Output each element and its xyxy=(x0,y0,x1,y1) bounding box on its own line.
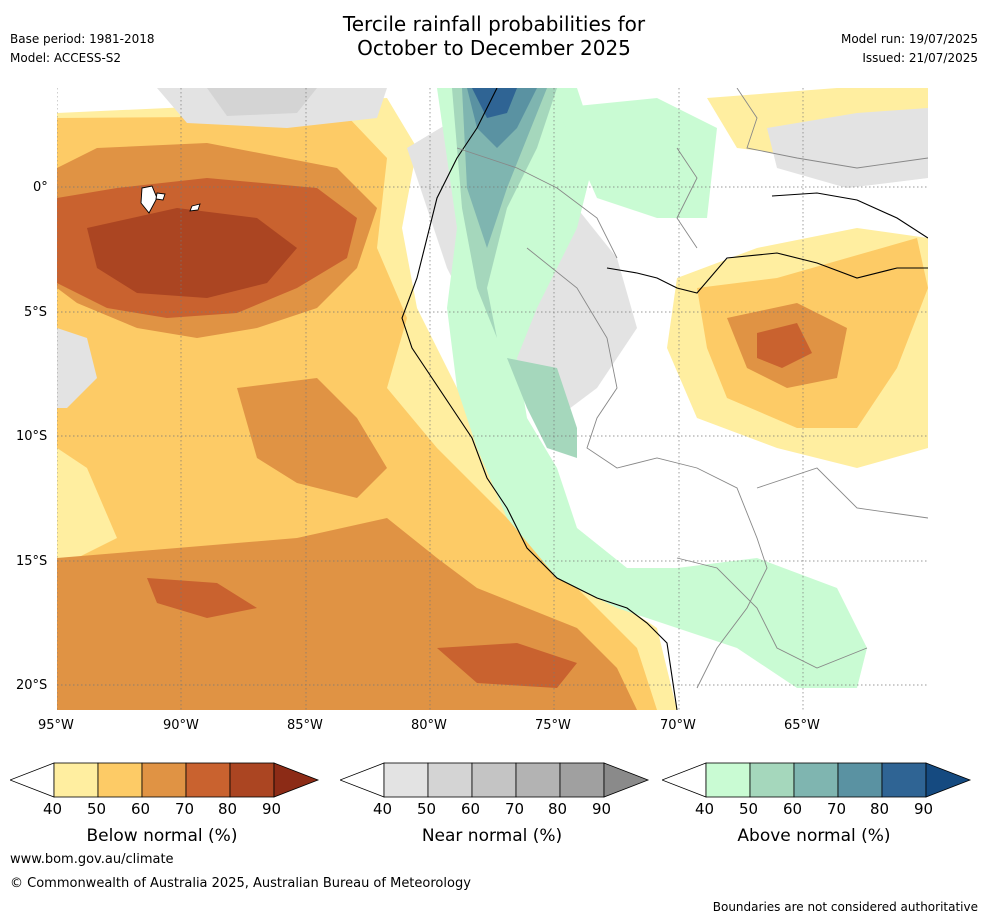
tick-near-70: 70 xyxy=(505,800,525,818)
near-swatch-70 xyxy=(515,762,561,798)
above-swatch-60 xyxy=(793,762,839,798)
above-extend-high xyxy=(925,762,972,798)
above-40-east xyxy=(557,98,717,218)
lon-label-70w: 70°W xyxy=(660,718,696,733)
amazon-river xyxy=(606,252,928,294)
lon-label-75w: 75°W xyxy=(535,718,571,733)
above-swatch-50 xyxy=(749,762,795,798)
above-swatch-70 xyxy=(837,762,883,798)
copyright-notice: © Commonwealth of Australia 2025, Austra… xyxy=(10,876,471,891)
lat-label-20s: 20°S xyxy=(16,678,48,693)
tick-near-50: 50 xyxy=(417,800,437,818)
tick-above-90: 90 xyxy=(914,800,934,818)
base-period: Base period: 1981-2018 xyxy=(10,32,155,46)
colorbar-below xyxy=(10,762,320,798)
model-name: Model: ACCESS-S2 xyxy=(10,51,122,65)
near-extend-low xyxy=(340,762,385,798)
near-50-north xyxy=(207,88,317,116)
colorbar-near xyxy=(340,762,650,798)
colorbar-near-swatches xyxy=(340,762,650,798)
map-canvas xyxy=(57,88,928,710)
website-link[interactable]: www.bom.gov.au/climate xyxy=(10,852,174,867)
coastline xyxy=(401,88,678,710)
below-swatch-70 xyxy=(185,762,231,798)
near-swatch-80 xyxy=(559,762,605,798)
below-swatch-60 xyxy=(141,762,187,798)
lat-label-0: 0° xyxy=(33,180,48,195)
near-swatch-50 xyxy=(427,762,473,798)
tick-above-40: 40 xyxy=(695,800,715,818)
title-line-1: Tercile rainfall probabilities for xyxy=(342,12,646,36)
below-60-mid xyxy=(237,378,387,498)
colorbar-above xyxy=(662,762,972,798)
tick-near-40: 40 xyxy=(373,800,393,818)
galapagos-islands xyxy=(140,185,201,214)
lat-label-10s: 10°S xyxy=(16,429,48,444)
near-40-ne xyxy=(767,108,928,188)
tick-above-50: 50 xyxy=(739,800,759,818)
near-extend-high xyxy=(603,762,650,798)
tick-below-90: 90 xyxy=(262,800,282,818)
colorbar-above-ticks: 40 50 60 70 80 90 xyxy=(662,800,972,820)
tick-below-80: 80 xyxy=(218,800,238,818)
below-extend-low xyxy=(10,762,55,798)
tick-below-50: 50 xyxy=(87,800,107,818)
near-swatch-60 xyxy=(471,762,517,798)
map-title: Tercile rainfall probabilities for Octob… xyxy=(0,12,988,60)
lon-label-65w: 65°W xyxy=(784,718,820,733)
model-run: Model run: 19/07/2025 xyxy=(840,32,978,46)
probability-map xyxy=(57,88,928,710)
tick-above-70: 70 xyxy=(827,800,847,818)
tick-near-90: 90 xyxy=(592,800,612,818)
tick-below-60: 60 xyxy=(131,800,151,818)
below-swatch-80 xyxy=(229,762,275,798)
below-70-east xyxy=(757,323,812,368)
above-extend-low xyxy=(662,762,707,798)
lon-label-85w: 85°W xyxy=(287,718,323,733)
country-borders xyxy=(456,88,928,689)
issued-date: Issued: 21/07/2025 xyxy=(862,51,978,65)
colorbar-near-ticks: 40 50 60 70 80 90 xyxy=(340,800,650,820)
above-80-region xyxy=(472,88,517,118)
lat-label-15s: 15°S xyxy=(16,554,48,569)
colorbar-near-label: Near normal (%) xyxy=(421,826,563,846)
lon-label-80w: 80°W xyxy=(411,718,447,733)
lon-label-90w: 90°W xyxy=(163,718,199,733)
title-line-2: October to December 2025 xyxy=(357,36,631,60)
below-80-region xyxy=(87,208,297,298)
tick-below-70: 70 xyxy=(175,800,195,818)
near-swatch-40 xyxy=(383,762,429,798)
tick-above-80: 80 xyxy=(870,800,890,818)
tick-below-40: 40 xyxy=(43,800,63,818)
above-50-mid xyxy=(507,358,577,458)
below-70-south xyxy=(147,578,257,618)
above-swatch-80 xyxy=(881,762,927,798)
below-extend-high xyxy=(273,762,320,798)
lat-label-5s: 5°S xyxy=(24,305,48,320)
colorbar-above-label: Above normal (%) xyxy=(737,826,891,846)
above-40-region xyxy=(437,88,867,688)
tick-near-80: 80 xyxy=(548,800,568,818)
below-swatch-50 xyxy=(97,762,143,798)
colorbar-below-swatches xyxy=(10,762,320,798)
map-gridlines xyxy=(57,88,928,710)
boundary-disclaimer: Boundaries are not considered authoritat… xyxy=(712,900,978,914)
colorbar-below-label: Below normal (%) xyxy=(86,826,238,846)
tick-above-60: 60 xyxy=(783,800,803,818)
below-70-south-2 xyxy=(437,643,577,688)
lon-label-95w: 95°W xyxy=(38,718,74,733)
tick-near-60: 60 xyxy=(461,800,481,818)
amazon-upper xyxy=(771,192,928,239)
near-40-sw xyxy=(57,328,97,408)
above-swatch-40 xyxy=(705,762,751,798)
colorbar-above-swatches xyxy=(662,762,972,798)
colorbar-below-ticks: 40 50 60 70 80 90 xyxy=(10,800,320,820)
below-swatch-40 xyxy=(53,762,99,798)
